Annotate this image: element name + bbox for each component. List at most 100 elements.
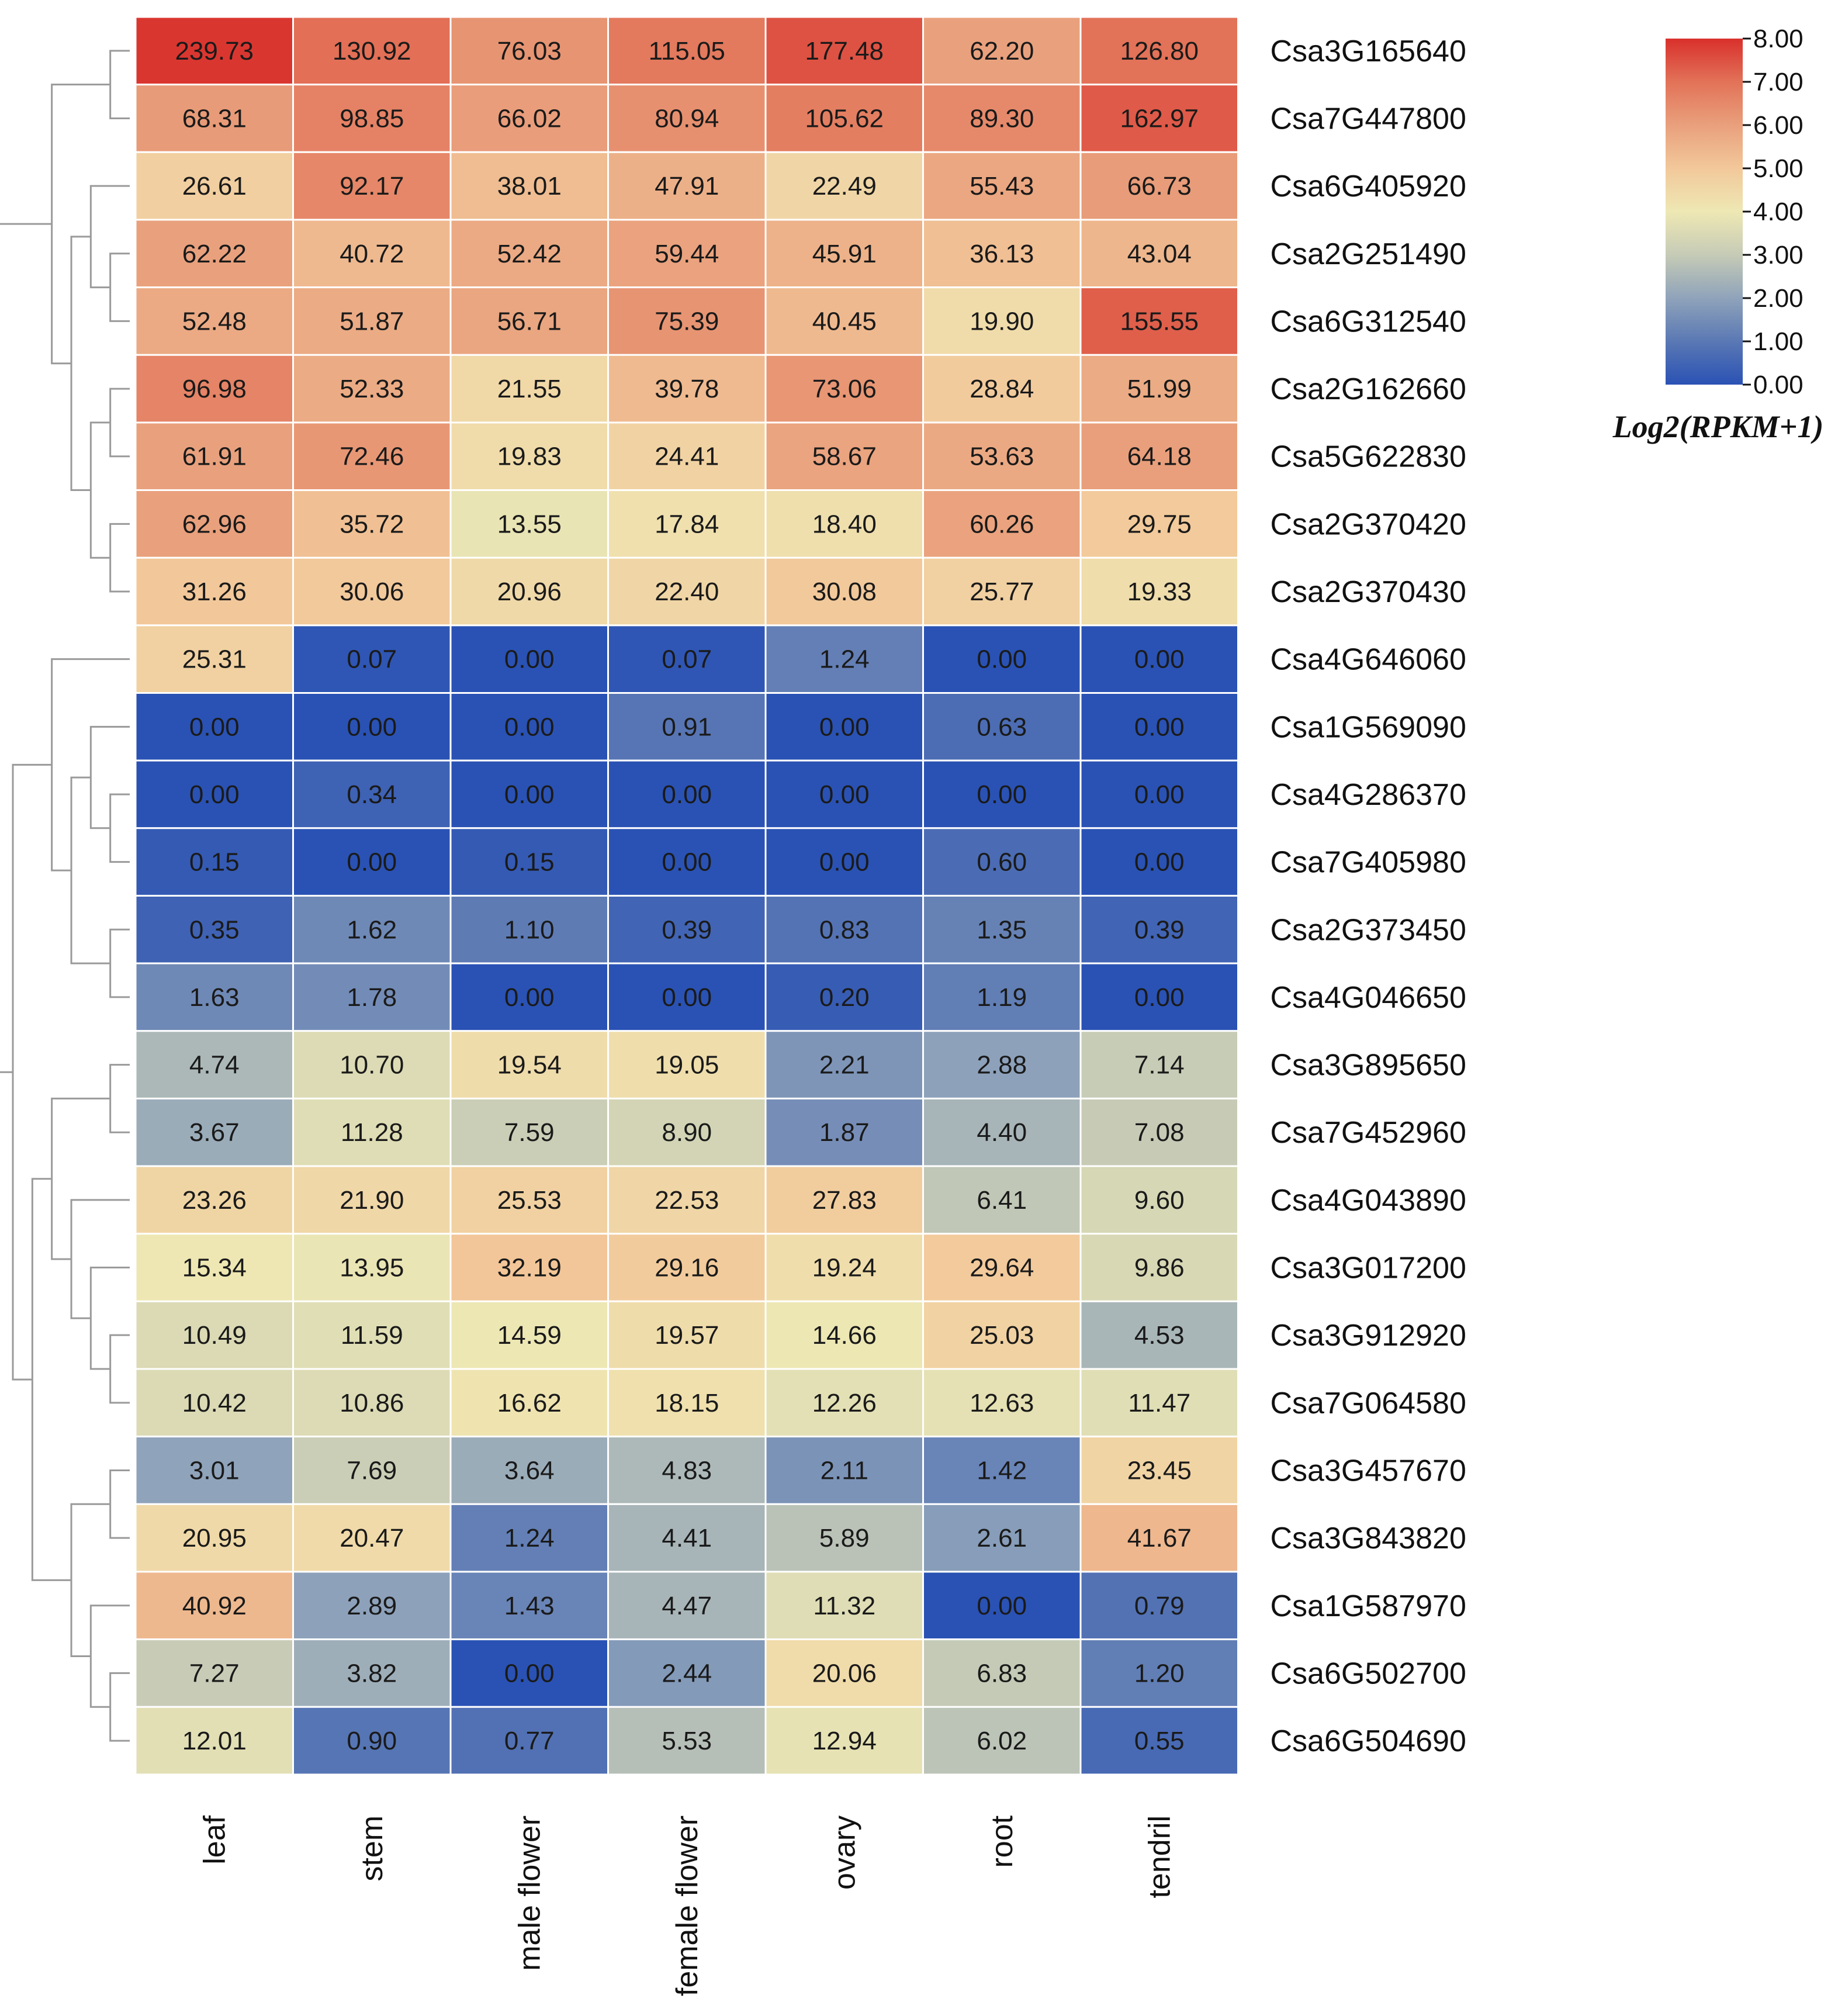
cell-value-label: 0.00	[504, 713, 555, 741]
row-label: Csa1G569090	[1271, 710, 1466, 744]
row-label: Csa6G504690	[1271, 1724, 1466, 1758]
heatmap-cell	[764, 962, 924, 1032]
cell-value-label: 4.74	[189, 1051, 240, 1080]
cell-value-label: 0.00	[504, 645, 555, 674]
heatmap-cell	[449, 354, 609, 424]
cell-value-label: 1.87	[819, 1118, 870, 1147]
heatmap-cell	[134, 827, 294, 897]
heatmap-cell	[134, 489, 294, 559]
heatmap-cell	[292, 151, 452, 221]
heatmap-cell	[1079, 894, 1239, 964]
cell-value-label: 52.48	[182, 307, 247, 336]
row-label: Csa2G370430	[1271, 575, 1466, 609]
cell-value-label: 0.07	[347, 645, 397, 674]
cell-value-label: 75.39	[655, 307, 719, 336]
heatmap-cell	[764, 1571, 924, 1641]
cell-value-label: 28.84	[970, 375, 1034, 403]
heatmap-cell	[449, 692, 609, 762]
cell-value-label: 20.47	[340, 1524, 404, 1552]
heatmap-cell	[607, 1706, 767, 1776]
heatmap-cell	[607, 421, 767, 492]
cell-value-label: 7.27	[189, 1659, 240, 1688]
cell-value-label: 25.53	[497, 1186, 562, 1215]
cell-value-label: 22.40	[655, 578, 719, 606]
heatmap-cell	[134, 219, 294, 289]
cell-value-label: 162.97	[1120, 104, 1199, 133]
heatmap-cell	[607, 556, 767, 627]
cell-value-label: 19.83	[497, 442, 562, 471]
heatmap-cell	[607, 1165, 767, 1235]
row-label: Csa7G452960	[1271, 1116, 1466, 1150]
heatmap-cell	[134, 354, 294, 424]
heatmap-cell	[449, 894, 609, 964]
cell-value-label: 2.21	[819, 1051, 870, 1080]
row-label: Csa3G912920	[1271, 1319, 1466, 1353]
cell-value-label: 11.59	[341, 1321, 403, 1350]
heatmap-cell	[764, 1503, 924, 1573]
row-label: Csa7G447800	[1271, 102, 1466, 136]
heatmap-cell	[1079, 962, 1239, 1032]
cell-value-label: 1.20	[1134, 1659, 1185, 1688]
heatmap-cell	[134, 1165, 294, 1235]
colorbar-tick-label: 2.00	[1753, 284, 1804, 313]
heatmap-cell	[764, 692, 924, 762]
heatmap-cell	[922, 624, 1082, 694]
heatmap-cell	[134, 1638, 294, 1708]
dendrogram-branch	[51, 84, 110, 365]
cell-value-label: 30.08	[812, 578, 877, 606]
cell-value-label: 11.47	[1128, 1389, 1190, 1417]
heatmap-cell	[607, 1571, 767, 1641]
dendrogram-branch	[109, 793, 130, 863]
colorbar-tick-label: 7.00	[1753, 68, 1804, 96]
cell-value-label: 21.90	[340, 1186, 404, 1215]
heatmap-cell	[449, 421, 609, 492]
heatmap-cell	[292, 489, 452, 559]
row-label: Csa7G405980	[1271, 846, 1466, 880]
cell-value-label: 26.61	[182, 172, 247, 200]
cell-value-label: 25.77	[970, 578, 1034, 606]
cell-value-label: 11.28	[341, 1118, 403, 1147]
cell-value-label: 6.41	[977, 1186, 1027, 1215]
cell-value-label: 51.99	[1127, 375, 1192, 403]
cell-value-label: 19.33	[1127, 578, 1192, 606]
heatmap-cell	[134, 151, 294, 221]
cell-value-label: 38.01	[497, 172, 562, 200]
heatmap-cell	[607, 1436, 767, 1505]
heatmap-cell	[922, 286, 1082, 356]
heatmap-cell	[134, 1030, 294, 1099]
colorbar-title: Log2(RPKM+1)	[1612, 409, 1824, 444]
dendrogram-branch	[109, 523, 130, 593]
cell-value-label: 56.71	[497, 307, 562, 336]
column-label: stem	[355, 1816, 389, 1882]
row-label: Csa6G502700	[1271, 1657, 1466, 1690]
cell-value-label: 0.60	[977, 848, 1027, 877]
cell-value-label: 4.47	[662, 1592, 712, 1620]
row-label: Csa1G587970	[1271, 1589, 1466, 1623]
heatmap-cell	[134, 1436, 294, 1505]
heatmap-cell	[1079, 1638, 1239, 1708]
cell-value-label: 0.83	[819, 915, 870, 944]
heatmap-cell	[449, 1638, 609, 1708]
cell-value-label: 0.39	[1134, 915, 1185, 944]
cell-value-label: 80.94	[655, 104, 719, 133]
cell-value-label: 15.34	[182, 1254, 247, 1282]
cell-value-label: 0.00	[662, 848, 712, 877]
row-label: Csa3G895650	[1271, 1049, 1466, 1083]
colorbar: 8.00 7.00 6.00 5.00 4.00 3.00 2.00 1.00 0.00 Log…	[1612, 25, 1824, 444]
cell-value-label: 98.85	[340, 104, 404, 133]
cell-value-label: 35.72	[340, 510, 404, 538]
row-label: Csa3G017200	[1271, 1251, 1466, 1285]
heatmap-cell	[449, 1300, 609, 1370]
heatmap-cell	[292, 759, 452, 829]
cell-value-label: 6.83	[977, 1659, 1027, 1688]
cell-value-label: 0.00	[977, 1592, 1027, 1620]
dendrogram-branch	[109, 1064, 130, 1133]
heatmap-cell	[134, 692, 294, 762]
cell-value-label: 20.06	[812, 1659, 877, 1688]
cell-value-label: 115.05	[649, 37, 725, 65]
column-label: female flower	[670, 1816, 704, 1996]
cell-value-label: 25.31	[182, 645, 247, 674]
heatmap-cell	[764, 286, 924, 356]
heatmap-cell	[607, 894, 767, 964]
dendrogram-branch	[109, 1334, 130, 1404]
